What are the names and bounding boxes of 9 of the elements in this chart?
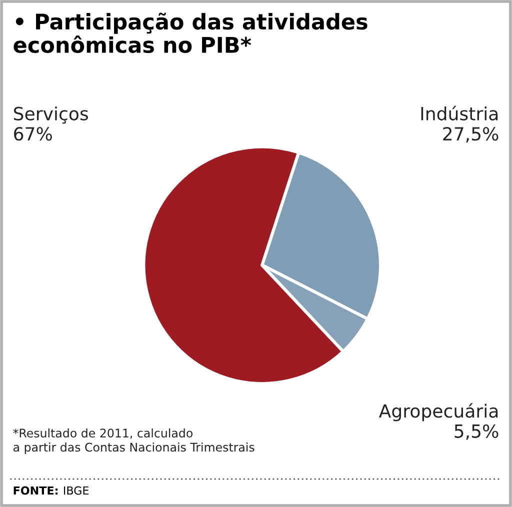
text: *Resultado de 2011, calculado a partir das Contas Nacionais Trimestrais (13, 428, 254, 454)
source-note: FONTE: IBGE (14, 486, 89, 495)
data-label: 5,5% (454, 424, 498, 440)
slice-label: Serviços (14, 106, 88, 124)
slice-label: Agropecuária (378, 403, 498, 422)
data-label: 27,5% (443, 127, 498, 143)
data-label: 67% (14, 127, 52, 141)
slice-label: Indústria (421, 106, 498, 120)
chart-title: • Participação das atividades econômicas no PIB* (14, 12, 368, 54)
